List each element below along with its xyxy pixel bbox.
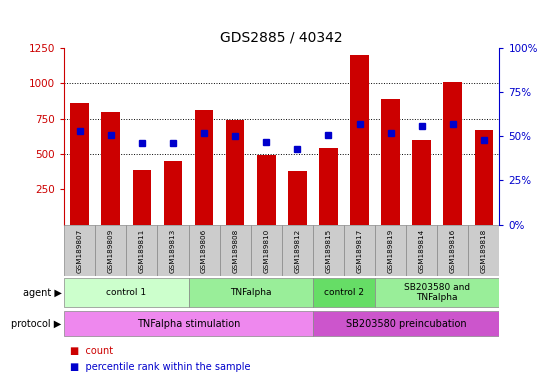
Text: GSM189811: GSM189811 [139,228,145,273]
Bar [226,120,244,225]
Bar [412,140,431,225]
Text: GSM189816: GSM189816 [450,228,456,273]
Text: control 2: control 2 [324,288,364,297]
Text: GSM189806: GSM189806 [201,228,207,273]
Text: GSM189819: GSM189819 [388,228,393,273]
Text: ■  percentile rank within the sample: ■ percentile rank within the sample [70,362,250,372]
Text: GSM189814: GSM189814 [418,228,425,273]
Bar [126,225,157,276]
Text: GSM189808: GSM189808 [232,228,238,273]
Bar [70,103,89,225]
Text: agent ▶: agent ▶ [22,288,61,298]
Bar [350,55,369,225]
Bar [220,225,251,276]
Bar [468,225,499,276]
Bar [251,225,282,276]
Bar [195,110,213,225]
Text: GSM189813: GSM189813 [170,228,176,273]
Bar [444,82,462,225]
Text: GSM189807: GSM189807 [76,228,83,273]
Bar [381,99,400,225]
Text: GDS2885 / 40342: GDS2885 / 40342 [220,30,343,44]
Bar [95,225,126,276]
Text: GSM189817: GSM189817 [357,228,363,273]
Text: protocol ▶: protocol ▶ [11,318,61,329]
Bar [474,130,493,225]
Text: control 1: control 1 [106,288,146,297]
Bar [189,225,220,276]
Text: ■  count: ■ count [70,346,113,356]
Text: GSM189815: GSM189815 [325,228,331,273]
Bar [282,225,313,276]
Bar [64,278,189,308]
Bar [437,225,468,276]
Text: GSM189812: GSM189812 [294,228,300,273]
Text: SB203580 preincubation: SB203580 preincubation [346,318,466,329]
Bar [375,225,406,276]
Text: GSM189818: GSM189818 [481,228,487,273]
Bar [406,225,437,276]
Bar [375,278,499,308]
Text: TNFalpha: TNFalpha [230,288,271,297]
Text: SB203580 and
TNFalpha: SB203580 and TNFalpha [404,283,470,303]
Bar [64,311,313,336]
Bar [64,225,95,276]
Bar [157,225,189,276]
Bar [257,156,276,225]
Bar [313,225,344,276]
Bar [319,148,338,225]
Bar [313,311,499,336]
Bar [102,112,120,225]
Bar [133,169,151,225]
Text: GSM189810: GSM189810 [263,228,270,273]
Bar [313,278,375,308]
Text: TNFalpha stimulation: TNFalpha stimulation [137,318,240,329]
Bar [344,225,375,276]
Text: GSM189809: GSM189809 [108,228,114,273]
Bar [163,161,182,225]
Bar [288,171,307,225]
Bar [189,278,313,308]
